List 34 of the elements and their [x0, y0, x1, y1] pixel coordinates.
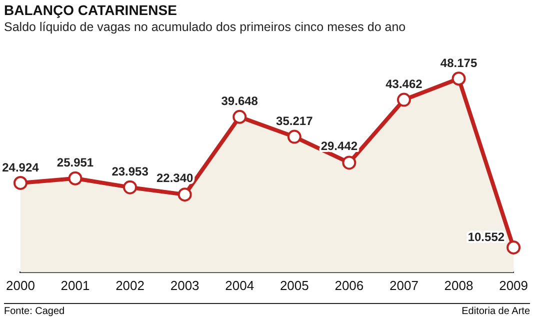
- data-label: 24.924: [2, 160, 40, 174]
- x-tick-label: 2004: [225, 278, 254, 293]
- chart-title: BALANÇO CATARINENSE: [4, 2, 177, 18]
- data-label: 29.442: [320, 139, 358, 154]
- x-tick-label: 2005: [280, 278, 309, 293]
- source-note: Fonte: Caged: [4, 306, 65, 317]
- data-label: 22.340: [156, 170, 194, 185]
- data-label: 48.175: [440, 56, 478, 70]
- text: Editoria de Arte: [462, 306, 530, 317]
- x-tick-label: 2006: [334, 278, 364, 293]
- point: [452, 72, 466, 86]
- point: [178, 188, 192, 202]
- point: [287, 130, 302, 144]
- data-label: 35.217: [276, 114, 314, 128]
- chart-subtitle: Saldo líquido de vagas no acumulado dos primeiros cinco meses do ano: [4, 20, 406, 34]
- data-label: 39.648: [221, 94, 258, 108]
- point: [506, 240, 521, 254]
- x-tick-label: 2008: [444, 278, 474, 293]
- x-tick-label: 2000: [6, 278, 35, 293]
- point: [342, 156, 356, 170]
- x-tick-label: 2003: [170, 278, 200, 293]
- point: [396, 92, 411, 107]
- data-label: 43.462: [386, 77, 423, 92]
- data-label: 10.552: [468, 230, 505, 244]
- point: [68, 171, 82, 186]
- point: [123, 180, 138, 194]
- data-label: 25.951: [56, 156, 94, 170]
- x-tick-label: 2009: [499, 278, 528, 293]
- point: [13, 176, 28, 190]
- point: [232, 110, 247, 124]
- x-tick-label: 2001: [60, 278, 90, 293]
- data-label: 23.953: [112, 164, 149, 179]
- x-tick-label: 2007: [390, 278, 418, 293]
- x-tick-label: 2002: [116, 278, 144, 293]
